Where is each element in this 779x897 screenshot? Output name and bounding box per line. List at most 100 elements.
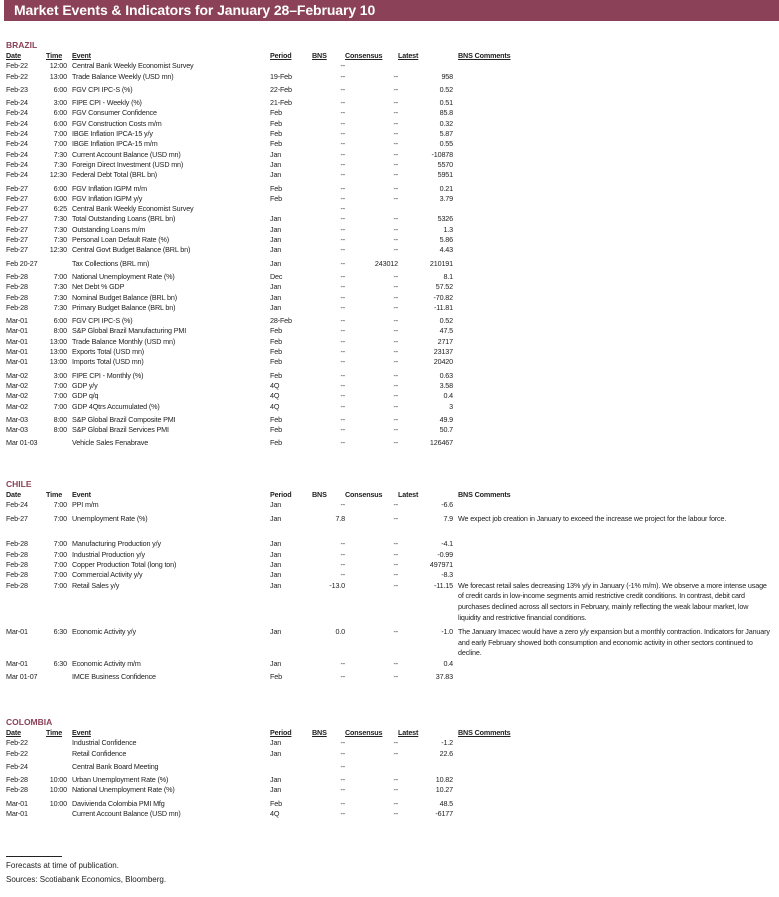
cell-comments [458,402,770,412]
cell-event: Retail Confidence [72,748,127,758]
cell-consensus: -- [393,170,399,180]
cell-date: Feb-27 [6,513,28,523]
cell-date: Mar-03 [6,414,28,424]
cell-period: Dec [270,271,283,281]
cell-bns: -- [340,798,346,808]
cell-latest: -1.0 [441,626,453,636]
cell-time: 10:00 [49,775,67,785]
cell-event: National Unemployment Rate (%) [72,271,175,281]
column-header-consensus: Consensus [345,51,383,60]
cell-period: 19-Feb [270,71,292,81]
cell-comments [458,303,770,313]
cell-event: Trade Balance Monthly (USD mn) [72,336,176,346]
cell-consensus: -- [393,513,399,523]
cell-bns: -- [340,245,346,255]
cell-period [270,762,312,772]
cell-bns: -- [340,438,346,448]
cell-time: 7:00 [53,539,68,549]
cell-date: Feb-24 [6,139,28,149]
table-row: Feb-28 7:00 Industrial Production y/y Jan --… [0,550,779,560]
cell-consensus: -- [393,316,399,326]
cell-date: Feb-28 [6,559,28,569]
cell-period: Feb [270,414,282,424]
cell-period: 21-Feb [270,98,292,108]
table-row: Feb-24 12:30 Federal Debt Total (BRL bn) Ja… [0,170,779,180]
cell-bns: -- [340,570,346,580]
cell-comments [458,129,770,139]
cell-time: 7:30 [53,282,68,292]
cell-comments [458,438,770,448]
cell-bns: 7.8 [335,513,345,523]
table-row: Feb-24 6:00 FGV Construction Costs m/m Feb -… [0,119,779,129]
cell-comments [458,194,770,204]
cell-event: Retail Sales y/y [72,580,120,590]
cell-event: GDP y/y [72,380,98,390]
cell-date: Feb-28 [6,785,28,795]
cell-date: Mar-01 [6,626,28,636]
table-row: Mar-01 13:00 Exports Total (USD mn) Feb -- --… [0,347,779,357]
cell-time: 6:00 [53,84,68,94]
cell-time: 7:30 [53,224,68,234]
cell-time: 6:00 [53,108,68,118]
cell-consensus: -- [393,302,399,312]
cell-time: 7:00 [53,380,68,390]
table-row: Feb-28 7:30 Nominal Budget Balance (BRL bn… [0,293,779,303]
cell-date: Feb-28 [6,570,28,580]
cell-time: 10:00 [49,798,67,808]
cell-date: Feb-28 [6,271,28,281]
cell-event: Urban Unemployment Rate (%) [72,775,169,785]
table-row: Mar-03 8:00 S&P Global Brazil Services PMI… [0,425,779,435]
cell-bns: -- [340,159,346,169]
cell-time: 6:00 [53,183,68,193]
cell-date: Feb-24 [6,118,28,128]
cell-consensus: -- [393,183,399,193]
cell-latest: -8.3 [441,570,453,580]
cell-latest: -6.6 [441,500,453,510]
cell-time: 7:00 [53,580,68,590]
cell-event: GDP 4Qtrs Accumulated (%) [72,401,160,411]
cell-time: 12:00 [49,61,67,71]
cell-period: Feb [270,193,282,203]
cell-event: PPI m/m [72,500,99,510]
table-row: Feb-27 7:30 Outstanding Loans m/m Jan -- -- 1.… [0,225,779,235]
cell-consensus: -- [393,401,399,411]
cell-comments: The January Imacec would have a zero y/y… [458,626,770,658]
cell-comments [458,160,770,170]
table-row: Mar-01 13:00 Trade Balance Monthly (USD mn… [0,337,779,347]
cell-latest: 3 [449,401,453,411]
cell-date: Mar-01 [6,798,28,808]
table-row: Feb-28 10:00 National Unemployment Rate (%… [0,785,779,795]
cell-period: Jan [270,170,282,180]
cell-bns: -- [340,149,346,159]
column-header-row: Date Time Event Period BNS Consensus Latest BNS… [0,728,779,738]
cell-time [46,809,67,819]
cell-time: 7:30 [53,302,68,312]
cell-bns: -- [340,61,346,71]
cell-latest: 10.82 [435,775,453,785]
cell-latest: 126467 [429,438,453,448]
table-row: Mar-01 13:00 Imports Total (USD mn) Feb -- --… [0,357,779,367]
table-row: Feb-28 7:00 Retail Sales y/y Jan -13.0 -- -11.… [0,581,779,624]
cell-event: S&P Global Brazil Composite PMI [72,414,176,424]
cell-consensus: -- [393,71,399,81]
cell-consensus: -- [393,129,399,139]
column-header-date: Date [6,728,21,737]
cell-event: Federal Debt Total (BRL bn) [72,170,158,180]
cell-time: 6:25 [53,204,68,214]
cell-period: 4Q [270,809,280,819]
cell-time: 6:30 [53,626,68,636]
cell-event: S&P Global Brazil Manufacturing PMI [72,326,187,336]
cell-comments [458,282,770,292]
cell-consensus: -- [393,425,399,435]
column-header-row: Date Time Event Period BNS Consensus Latest BNS… [0,51,779,61]
cell-period [270,204,312,214]
cell-event: Industrial Production y/y [72,549,145,559]
cell-consensus: -- [393,775,399,785]
cell-period: Feb [270,370,282,380]
cell-date: Feb-24 [6,98,28,108]
cell-event: Vehicle Sales Fenabrave [72,438,149,448]
cell-date: Feb-28 [6,549,28,559]
cell-consensus: -- [393,414,399,424]
cell-date: Feb-27 [6,214,28,224]
column-header-consensus: Consensus [345,728,383,737]
